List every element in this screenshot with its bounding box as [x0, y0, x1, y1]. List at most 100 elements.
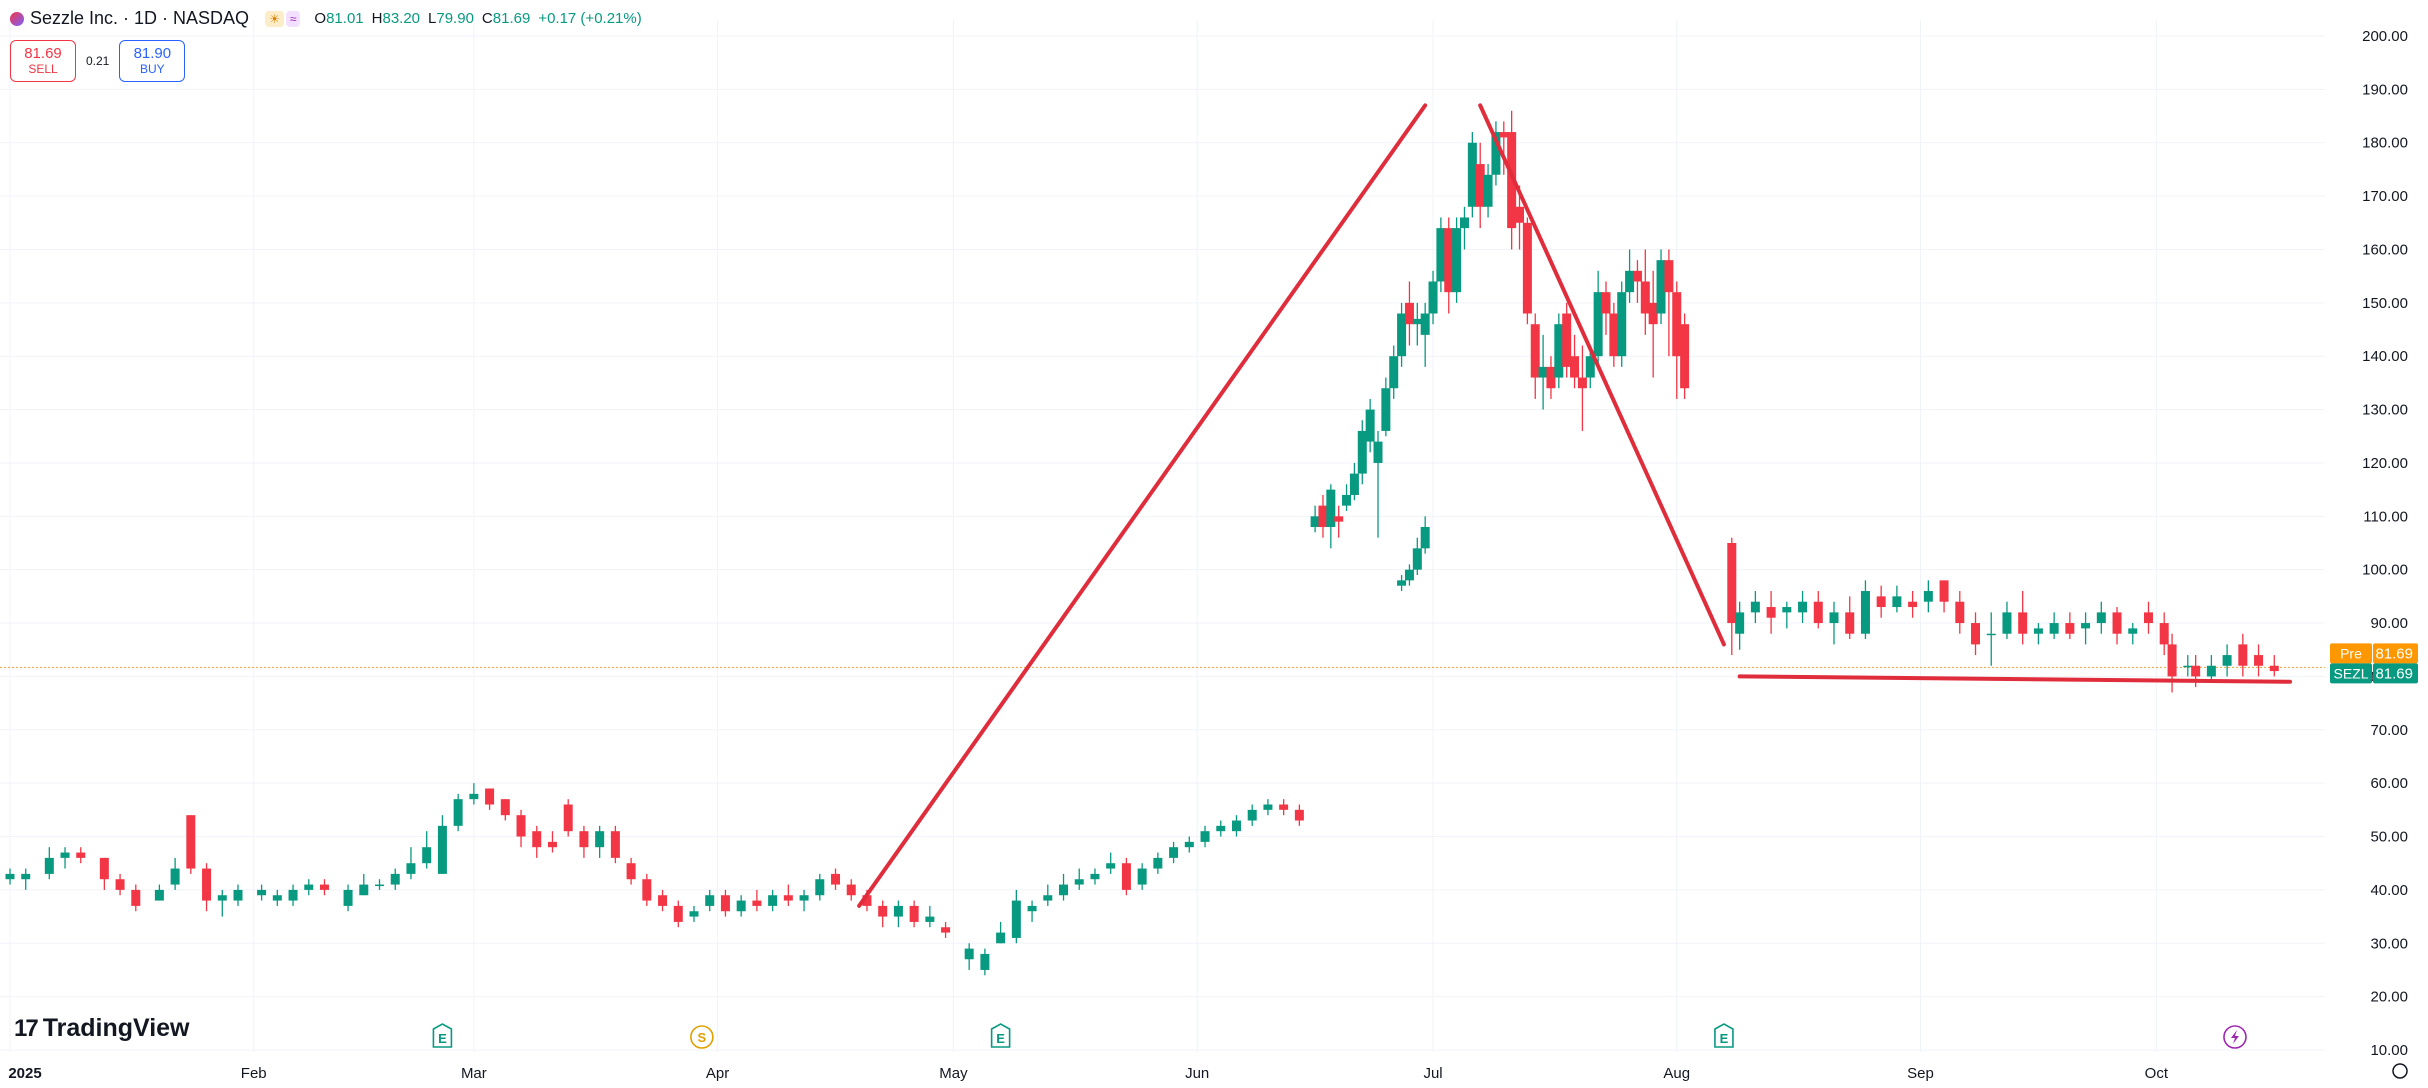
candle-up — [1593, 292, 1603, 357]
y-tick-label: 130.00 — [2362, 402, 2408, 419]
candle-up — [1436, 228, 1446, 282]
candle-up — [1656, 260, 1666, 314]
candle-down — [1499, 132, 1509, 138]
candle-down — [2167, 644, 2177, 677]
candle-up — [1169, 847, 1179, 858]
candle-up — [768, 895, 778, 906]
trade-panel: 81.69 SELL 0.21 81.90 BUY — [10, 40, 186, 82]
candle-down — [1955, 601, 1965, 624]
earnings-icon-label: E — [996, 1031, 1005, 1046]
candle-up — [1986, 633, 1996, 636]
wave-icon[interactable]: ≈ — [285, 10, 301, 27]
candlestick-series — [5, 110, 2279, 976]
candle-up — [390, 873, 400, 885]
candle-down — [610, 831, 620, 858]
candle-up — [304, 884, 314, 890]
sun-icon[interactable]: ☀ — [265, 10, 284, 27]
earnings-icon[interactable] — [432, 1023, 453, 1048]
earnings-icon[interactable] — [990, 1023, 1011, 1048]
candle-down — [1640, 281, 1650, 314]
candle-up — [343, 889, 353, 906]
earnings-icon-label: E — [438, 1031, 447, 1046]
candle-up — [799, 895, 809, 901]
candle-up — [1059, 884, 1069, 896]
time-axis[interactable]: 2025 Feb Mar Apr May Jun Jul Aug Sep Oct — [8, 1063, 2408, 1082]
candle-down — [1404, 302, 1414, 325]
buy-button[interactable]: 81.90 BUY — [119, 40, 186, 82]
candle-down — [909, 905, 919, 922]
candle-up — [1923, 591, 1933, 602]
candle-up — [5, 873, 15, 880]
candle-up — [359, 884, 369, 896]
candle-up — [437, 825, 447, 874]
candle-down — [319, 884, 329, 890]
candle-down — [1515, 206, 1525, 223]
candle-up — [736, 900, 746, 912]
candle-up — [1074, 879, 1084, 885]
candle-up — [1617, 292, 1627, 357]
candle-down — [1507, 132, 1517, 229]
y-tick-label: 30.00 — [2370, 935, 2408, 952]
candle-up — [2222, 655, 2232, 666]
candle-down — [2112, 612, 2122, 634]
candle-up — [1625, 270, 1635, 293]
split-icon-label: S — [698, 1030, 707, 1045]
candle-down — [1632, 270, 1642, 282]
candle-up — [1389, 356, 1399, 389]
x-tick-label: May — [939, 1065, 968, 1082]
candle-down — [1672, 292, 1682, 357]
candle-up — [288, 889, 298, 901]
candle-down — [1664, 260, 1674, 293]
y-tick-label: 200.00 — [2362, 28, 2408, 45]
trend-line[interactable] — [857, 103, 1428, 908]
candle-down — [186, 815, 196, 869]
chart-grid — [0, 20, 2325, 1052]
candle-down — [642, 879, 652, 901]
trend-line[interactable] — [1737, 674, 2292, 684]
candle-down — [2143, 612, 2153, 624]
earnings-icon[interactable] — [1714, 1023, 1734, 1048]
candle-up — [170, 868, 180, 885]
candle-down — [485, 788, 495, 805]
y-tick-label: 70.00 — [2370, 722, 2408, 739]
price-axis[interactable]: 200.00 190.00 180.00 170.00 160.00 150.00 140.… — [2362, 28, 2408, 1059]
low-label: L — [428, 10, 437, 27]
price-tag-value-bg — [2373, 663, 2418, 684]
candle-up — [1090, 873, 1100, 880]
candle-down — [131, 889, 141, 906]
candle-down — [547, 841, 557, 848]
high-label: H — [371, 10, 383, 27]
candle-down — [1939, 580, 1949, 602]
y-tick-label: 110.00 — [2363, 508, 2408, 525]
candle-up — [217, 895, 227, 901]
trend-lines[interactable] — [857, 103, 2292, 908]
candle-up — [1231, 820, 1241, 832]
candle-up — [1750, 601, 1760, 613]
candle-up — [1043, 895, 1053, 901]
candle-up — [1357, 430, 1367, 474]
candle-up — [925, 916, 935, 922]
tradingview-logo[interactable]: 17 TradingView — [14, 1014, 190, 1043]
split-icon[interactable] — [690, 1025, 714, 1049]
candle-up — [1860, 591, 1870, 634]
candle-down — [1530, 324, 1540, 378]
candle-down — [846, 884, 856, 896]
candle-up — [1538, 366, 1548, 378]
y-tick-label: 140.00 — [2362, 348, 2408, 365]
candle-down — [862, 895, 872, 906]
settings-gear-icon[interactable] — [2392, 1063, 2408, 1079]
candle-up — [980, 953, 990, 970]
candle-up — [893, 905, 903, 917]
close-value: 81.69 — [492, 10, 531, 27]
candle-down — [500, 799, 510, 816]
candle-down — [1908, 601, 1918, 608]
candle-down — [1570, 356, 1580, 378]
candle-up — [1428, 281, 1438, 314]
sell-button[interactable]: 81.69 SELL — [10, 40, 76, 82]
candle-down — [532, 831, 542, 848]
candle-down — [115, 879, 125, 890]
trend-line[interactable] — [1478, 103, 1726, 647]
symbol-title[interactable]: Sezzle Inc. · 1D · NASDAQ — [30, 8, 250, 28]
